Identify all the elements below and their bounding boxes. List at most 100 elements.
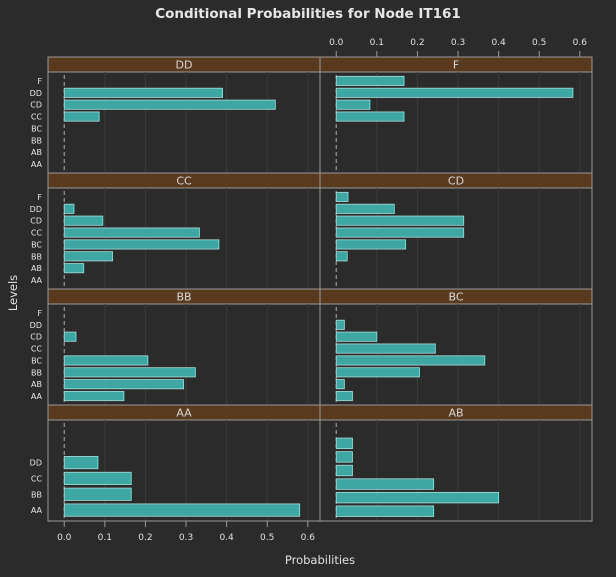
- bar: [63, 251, 113, 262]
- y-level-label: AB: [31, 148, 42, 157]
- panel-strip-label: DD: [176, 59, 193, 72]
- x-tick-label-top: 0.4: [491, 38, 506, 48]
- bar: [335, 478, 435, 490]
- bar: [335, 505, 435, 517]
- x-tick-label-bottom: 0.0: [57, 533, 72, 543]
- x-tick-label-bottom: 0.5: [260, 533, 274, 543]
- x-tick-label-top: 0.5: [532, 38, 546, 48]
- bar: [63, 391, 125, 402]
- x-tick-label-top: 0.3: [451, 38, 465, 48]
- x-tick-label-top: 0.2: [410, 38, 424, 48]
- panel-strip-label: AA: [176, 407, 192, 420]
- y-level-label: BB: [31, 252, 42, 261]
- y-level-label: DD: [30, 459, 42, 468]
- x-tick-label-bottom: 0.1: [98, 533, 112, 543]
- bar: [335, 227, 465, 238]
- y-level-label: DD: [30, 321, 42, 330]
- y-axis-label: Levels: [6, 275, 20, 311]
- panel-bc: BC: [319, 288, 593, 406]
- bar: [63, 355, 149, 366]
- y-level-label: CC: [31, 229, 43, 238]
- x-tick-label-bottom: 0.4: [219, 533, 234, 543]
- panel-border: [319, 56, 593, 174]
- x-axis-label: Probabilities: [285, 553, 355, 567]
- panel-strip-label: CC: [176, 175, 192, 188]
- panel-bb: BB AA AB BB BC CC CD DD F: [30, 288, 321, 406]
- y-level-label: BC: [31, 356, 42, 365]
- y-level-label: BB: [31, 368, 42, 377]
- y-level-label: CC: [31, 345, 43, 354]
- x-tick-label-bottom: 0.3: [179, 533, 193, 543]
- y-level-label: AA: [31, 276, 43, 285]
- y-level-label: AA: [31, 392, 43, 401]
- bar: [335, 451, 353, 463]
- chart-title: Conditional Probabilities for Node IT161: [155, 6, 461, 22]
- x-tick-label-top: 0.1: [370, 38, 384, 48]
- bar: [63, 99, 276, 110]
- bar: [335, 251, 348, 262]
- bar: [335, 319, 345, 330]
- bar: [335, 491, 500, 504]
- bar: [63, 379, 184, 390]
- panel-strip-label: CD: [448, 175, 464, 188]
- bar: [63, 87, 223, 98]
- y-level-label: F: [37, 193, 42, 202]
- bar: [335, 75, 405, 86]
- panel-f: F: [319, 56, 593, 174]
- y-level-label: BB: [31, 490, 42, 499]
- bar: [335, 191, 349, 202]
- bar: [335, 367, 420, 378]
- bar: [335, 379, 345, 390]
- bar: [63, 263, 85, 274]
- y-level-label: CC: [31, 474, 43, 483]
- panel-strip-label: F: [453, 59, 459, 72]
- axes-layer: 0.0 0.1 0.2 0.3 0.4 0.5 0.6 0.0 0.1 0.2 0.3 0.4 0.5 0…: [57, 38, 587, 543]
- panel-strip-label: BB: [176, 291, 191, 304]
- y-level-label: BB: [31, 136, 42, 145]
- panel-cd: CD: [319, 172, 593, 290]
- panel-dd: DD AA AB BB BC CC CD DD F: [30, 56, 321, 174]
- panel-strip-label: BC: [448, 291, 463, 304]
- panel-strip-label: AB: [448, 407, 463, 420]
- y-level-label: AB: [31, 380, 42, 389]
- y-level-label: AB: [31, 264, 42, 273]
- bar: [335, 87, 574, 98]
- panel-ab: AB: [319, 404, 593, 522]
- bar: [63, 215, 104, 226]
- bar: [335, 331, 378, 342]
- bar: [335, 239, 407, 250]
- bar: [63, 487, 132, 501]
- bar: [63, 227, 200, 238]
- bar: [63, 471, 132, 485]
- bar: [335, 464, 353, 477]
- bar: [63, 503, 301, 517]
- y-level-label: AA: [31, 160, 43, 169]
- bar: [63, 331, 77, 342]
- y-level-label: F: [37, 77, 42, 86]
- panels-layer: AAAABBCCDDABBBAAABBBBCCCCDDDFBCCCAAABBBB…: [30, 56, 593, 522]
- y-level-label: DD: [30, 205, 42, 214]
- y-level-label: F: [37, 309, 42, 318]
- bar: [335, 111, 405, 122]
- y-level-label: CD: [30, 101, 42, 110]
- bar: [335, 99, 371, 110]
- panel-border: [319, 404, 593, 522]
- bar: [63, 456, 99, 470]
- bar: [335, 215, 465, 226]
- bar: [335, 391, 353, 402]
- x-tick-label-top: 0.6: [573, 38, 588, 48]
- panel-cc: CC AA AB BB BC CC CD DD F: [30, 172, 321, 290]
- x-tick-label-bottom: 0.6: [301, 533, 316, 543]
- y-level-label: DD: [30, 89, 42, 98]
- bar: [335, 343, 436, 354]
- panel-aa: AA AA BB CC DD: [30, 404, 321, 522]
- y-level-label: CC: [31, 113, 43, 122]
- bar: [63, 111, 100, 122]
- y-level-label: CD: [30, 333, 42, 342]
- y-level-label: BC: [31, 240, 42, 249]
- bar: [63, 203, 75, 214]
- bar: [335, 355, 486, 366]
- bar: [63, 239, 220, 250]
- y-level-label: CD: [30, 217, 42, 226]
